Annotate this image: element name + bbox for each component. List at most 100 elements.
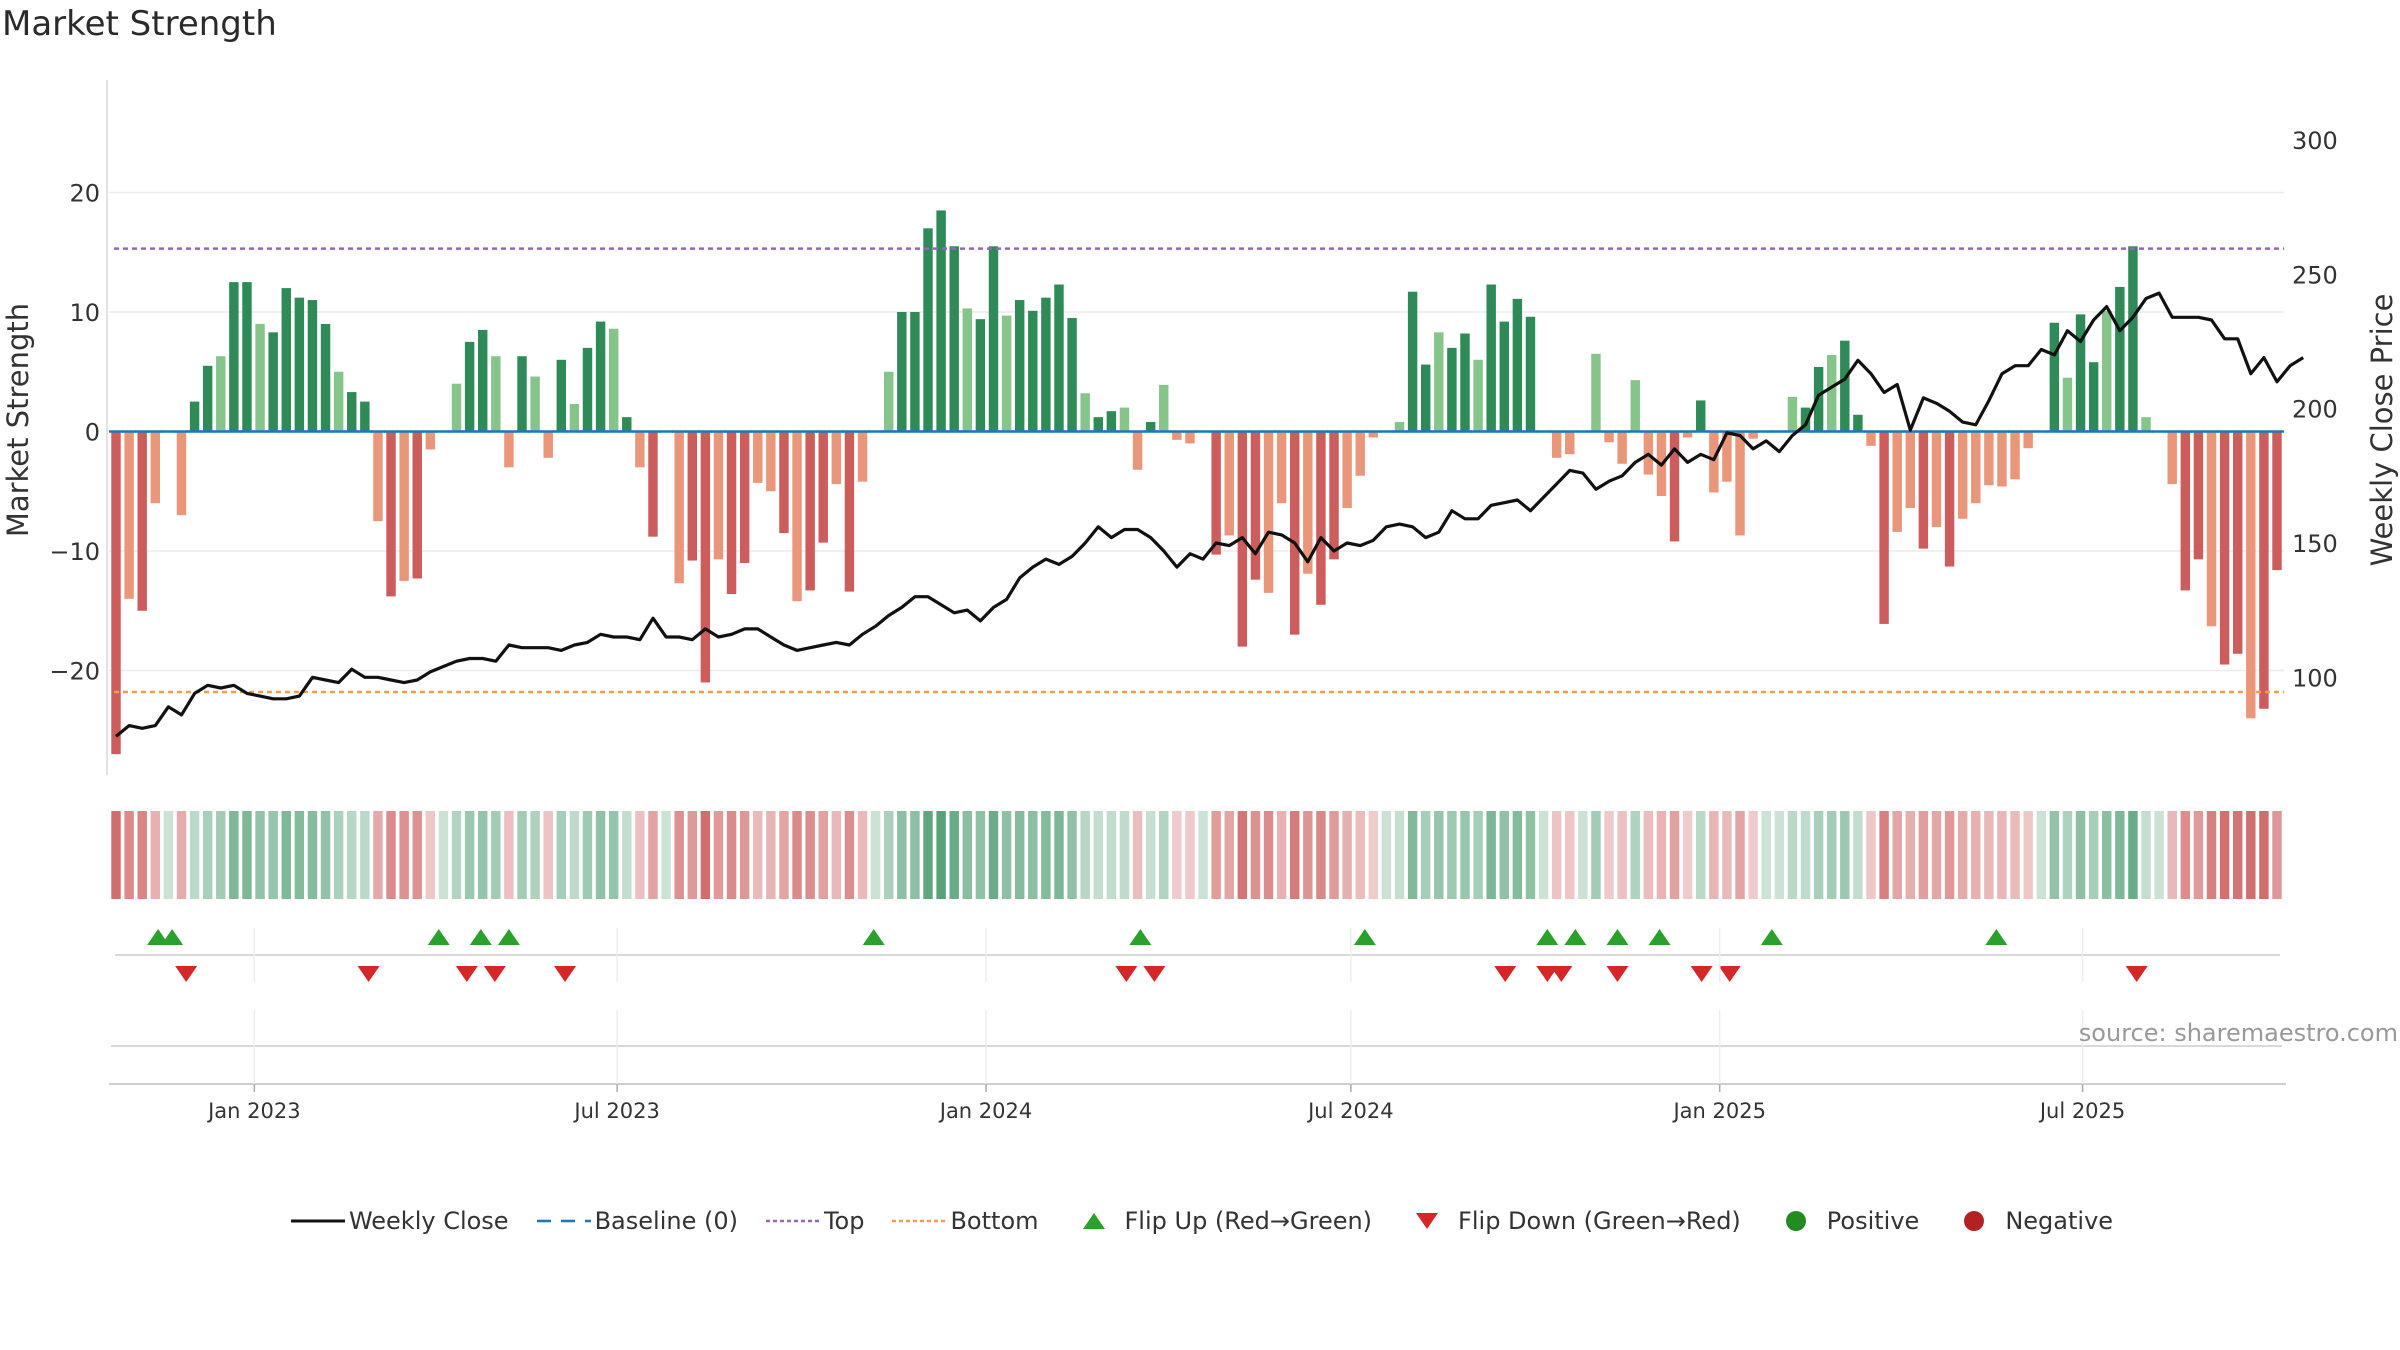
strength-bar: [988, 246, 999, 432]
heat-cell: [700, 811, 711, 899]
weekly-close-series: [114, 291, 2305, 738]
strength-bar: [1826, 355, 1837, 432]
strength-bar: [792, 431, 802, 602]
flip-down-marker: [175, 966, 198, 982]
heat-cell: [2141, 811, 2151, 899]
heat-cell: [229, 811, 239, 899]
strength-bar: [962, 308, 973, 432]
heat-cell: [1866, 811, 1876, 899]
strength-bar: [635, 431, 645, 468]
heat-cell: [779, 811, 789, 899]
legend-item-flipup: Flip Up (Red→Green): [1063, 1206, 1373, 1236]
strength-bar: [1473, 359, 1483, 432]
heat-cell: [556, 811, 567, 899]
heat-cell: [150, 811, 161, 899]
flip-up-marker: [1536, 929, 1559, 945]
positive-legend-icon: [1785, 1211, 1806, 1231]
strength-bar: [805, 431, 815, 591]
strength-bars: [111, 210, 2282, 755]
heat-cell: [1159, 811, 1169, 899]
strength-bar: [1892, 431, 1902, 532]
strength-bar: [674, 431, 684, 584]
heat-cell: [189, 811, 200, 899]
heat-cell: [373, 811, 383, 899]
strength-bar: [1224, 431, 1234, 536]
heat-cell: [608, 811, 619, 899]
strength-bar: [2193, 431, 2204, 560]
flip-up-marker: [1564, 929, 1587, 945]
heat-cell: [478, 811, 488, 899]
y-tick-label-right: 150: [2292, 530, 2338, 558]
legend-item-bottom: Bottom: [888, 1206, 1039, 1236]
heat-cell: [464, 811, 475, 899]
strength-bar: [687, 431, 697, 561]
weekly-close-line: [114, 291, 2305, 738]
heat-cell: [1813, 811, 1824, 899]
heat-cell: [687, 811, 697, 899]
legend-label: Flip Up (Red→Green): [1124, 1207, 1373, 1235]
strength-bar: [1551, 431, 1562, 458]
flip-down-marker: [1536, 966, 1559, 982]
strength-bar: [595, 321, 606, 432]
strength-bar: [1329, 431, 1339, 560]
strength-bar: [1106, 411, 1117, 432]
legend-label: Weekly Close: [348, 1207, 509, 1235]
strength-bar: [1303, 431, 1313, 574]
heat-cell: [1997, 811, 2007, 899]
strength-bar: [1185, 431, 1195, 444]
heat-cell: [2010, 811, 2020, 899]
heat-cell: [818, 811, 828, 899]
strength-bar: [2206, 431, 2217, 627]
heat-cell: [1722, 811, 1732, 899]
baseline-legend-icon: [536, 1219, 591, 1223]
y-tick-label-right: 250: [2292, 261, 2338, 289]
strength-bar: [386, 431, 396, 597]
heat-cell: [923, 811, 933, 899]
y-tick-label-right: 100: [2292, 664, 2338, 692]
heat-cell: [1879, 811, 1889, 899]
heat-cell: [1211, 811, 1221, 899]
bottom-legend-icon: [892, 1219, 947, 1223]
strength-bar: [1787, 396, 1798, 432]
strength-bar: [1447, 347, 1457, 432]
flip-up-marker: [1648, 929, 1671, 945]
legend-label: Flip Down (Green→Red): [1458, 1207, 1741, 1235]
heat-cell: [1682, 811, 1693, 899]
strength-bar: [556, 359, 567, 432]
heat-cell: [386, 811, 396, 899]
strength-bar: [2062, 377, 2073, 432]
heat-cell: [595, 811, 606, 899]
strength-bar: [1172, 431, 1182, 440]
legend-item-baseline: Baseline (0): [533, 1206, 738, 1236]
legend-label: Baseline (0): [594, 1207, 738, 1235]
strength-bar: [1054, 284, 1064, 432]
chart-title: Market Strength: [2, 4, 277, 44]
heat-cell: [2154, 811, 2164, 899]
heat-cell: [1054, 811, 1064, 899]
heat-cell: [360, 811, 370, 899]
strength-bar: [1132, 431, 1143, 470]
strength-bar: [897, 312, 907, 432]
strength-bar: [910, 312, 920, 432]
heat-cell: [622, 811, 632, 899]
strength-bar: [1918, 431, 1929, 549]
strength-bar: [726, 431, 737, 595]
y-axis-label-left: Market Strength: [1, 303, 35, 537]
heat-cell: [674, 811, 684, 899]
strength-bar: [622, 417, 632, 432]
strength-bar: [1290, 431, 1300, 635]
strength-bar: [1604, 431, 1614, 443]
strength-bar: [478, 329, 488, 432]
strength-bar: [753, 431, 763, 483]
top-legend-icon: [765, 1219, 820, 1223]
strength-bar: [2128, 246, 2138, 432]
legend-item-flipdown: Flip Down (Green→Red): [1396, 1206, 1741, 1236]
heat-cell: [1840, 811, 1850, 899]
heat-cell: [1761, 811, 1771, 899]
heat-cell: [2088, 811, 2099, 899]
strength-bar: [1486, 284, 1496, 432]
heat-cell: [1145, 811, 1156, 899]
heat-cell: [1591, 811, 1601, 899]
strength-bar: [1080, 393, 1090, 432]
